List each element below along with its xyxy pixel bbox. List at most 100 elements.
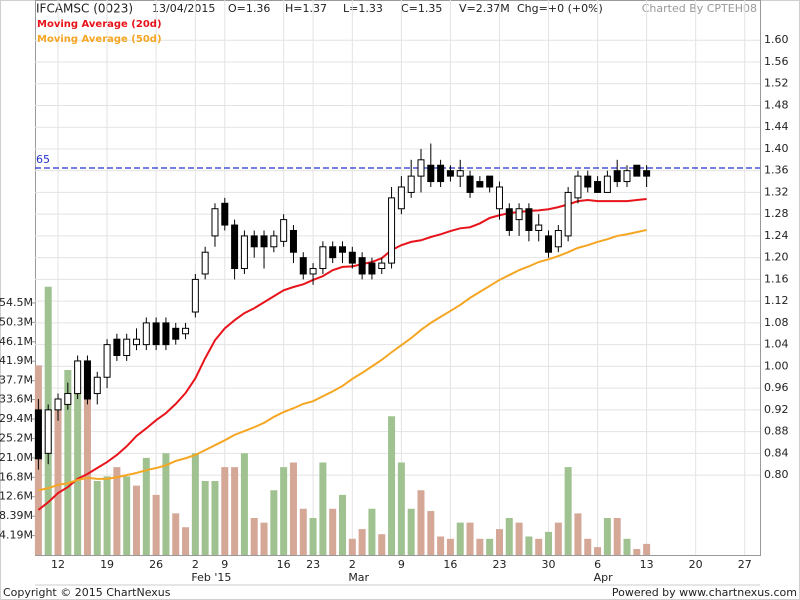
volume-bar [319, 462, 327, 555]
volume-bar [623, 538, 631, 555]
candle-body [623, 170, 631, 183]
volume-bar [466, 522, 474, 555]
volume-bar [505, 518, 513, 555]
candle-body [34, 409, 42, 460]
volume-bar [554, 522, 562, 555]
x-tick-label: 23 [306, 558, 320, 571]
volume-bar [83, 360, 91, 555]
volume-tick-label: 8.39M [0, 509, 33, 522]
y-tick-label: 1.08 [764, 316, 789, 329]
candle-body [407, 175, 415, 193]
volume-tick-label: 12.6M [0, 490, 33, 503]
volume-bar [427, 511, 435, 555]
volume-bar [495, 529, 503, 555]
volume-bar [74, 365, 82, 555]
candle-body [378, 262, 386, 270]
x-tick-label: 2 [349, 558, 356, 571]
volume-bar [368, 508, 376, 555]
volume-bar [103, 476, 111, 555]
volume-bar [162, 453, 170, 555]
moving-average-line [38, 228, 647, 492]
candle-body [64, 393, 72, 405]
y-tick-label: 0.96 [764, 381, 789, 394]
x-tick-label: 16 [277, 558, 291, 571]
volume-bar [613, 518, 621, 555]
volume-bar [397, 462, 405, 555]
candle-body [240, 235, 248, 270]
volume-bar [240, 453, 248, 555]
volume-bar [113, 467, 121, 555]
y-tick-label: 1.48 [764, 98, 789, 111]
candle-body [309, 268, 317, 275]
volume-bar [172, 513, 180, 555]
volume-bar [643, 543, 651, 555]
candle-body [466, 175, 474, 193]
candle-body [231, 224, 239, 270]
volume: V=2.37M [459, 2, 510, 15]
volume-bar [133, 485, 140, 555]
candle-body [456, 170, 464, 177]
candle-body [368, 262, 376, 275]
candle-body [250, 235, 258, 248]
candle-body [44, 409, 52, 454]
candle-body [172, 327, 180, 340]
x-tick-label: 2 [192, 558, 199, 571]
x-period-label: Apr [594, 571, 614, 584]
y-tick-label: 1.52 [764, 77, 789, 90]
candle-body [142, 322, 150, 346]
candle-body [133, 338, 140, 346]
x-tick-label: 9 [221, 558, 228, 571]
y-tick-label: 1.36 [764, 164, 789, 177]
volume-bar [93, 481, 101, 555]
x-tick-label: 20 [689, 558, 703, 571]
y-tick-label: 0.84 [764, 446, 789, 459]
candle-body [525, 208, 533, 231]
volume-tick-label: 25.2M [0, 431, 33, 444]
volume-bar [289, 462, 297, 555]
symbol: IFCAMSC (0023) [36, 2, 133, 16]
date: 13/04/2015 [152, 2, 215, 15]
copyright: Copyright © 2015 ChartNexus [3, 586, 171, 599]
y-tick-label: 0.88 [764, 425, 789, 438]
x-tick-label: 26 [149, 558, 163, 571]
candle-body [113, 338, 121, 357]
volume-tick-label: 16.8M [0, 470, 33, 483]
volume-bar [456, 522, 464, 555]
high: H=1.37 [285, 2, 327, 15]
volume-tick-label: 37.7M [0, 374, 33, 387]
y-tick-label: 1.04 [764, 338, 789, 351]
candle-body [93, 376, 101, 395]
candle-body [613, 170, 621, 183]
powered-by: Powered by www.chartnexus.com [612, 586, 797, 599]
candle-body [545, 235, 553, 253]
y-tick-label: 0.80 [764, 468, 789, 481]
x-tick-label: 13 [640, 558, 654, 571]
candle-body [437, 164, 445, 183]
y-tick-label: 1.44 [764, 120, 789, 133]
y-tick-label: 1.16 [764, 272, 789, 285]
volume-bar [211, 481, 219, 555]
candle-body [201, 251, 209, 275]
y-tick-label: 0.92 [764, 403, 789, 416]
volume-tick-label: 54.5M [0, 296, 33, 309]
candle-body [584, 175, 592, 188]
x-tick-label: 30 [542, 558, 556, 571]
x-tick-label: 9 [398, 558, 405, 571]
volume-bar [348, 538, 356, 555]
candle-body [289, 229, 297, 253]
volume-bar [123, 476, 131, 555]
candle-body [152, 322, 160, 346]
volume-bar [437, 536, 445, 555]
candle-body [299, 257, 307, 275]
volume-bar [152, 494, 160, 555]
volume-bar [299, 508, 307, 555]
volume-bar [584, 538, 592, 555]
y-tick-label: 1.28 [764, 207, 789, 220]
volume-bar [417, 490, 425, 555]
volume-bar [309, 518, 317, 555]
y-tick-label: 1.60 [764, 33, 789, 46]
volume-bar [486, 538, 494, 555]
candle-body [319, 246, 327, 270]
volume-bar [564, 467, 572, 555]
